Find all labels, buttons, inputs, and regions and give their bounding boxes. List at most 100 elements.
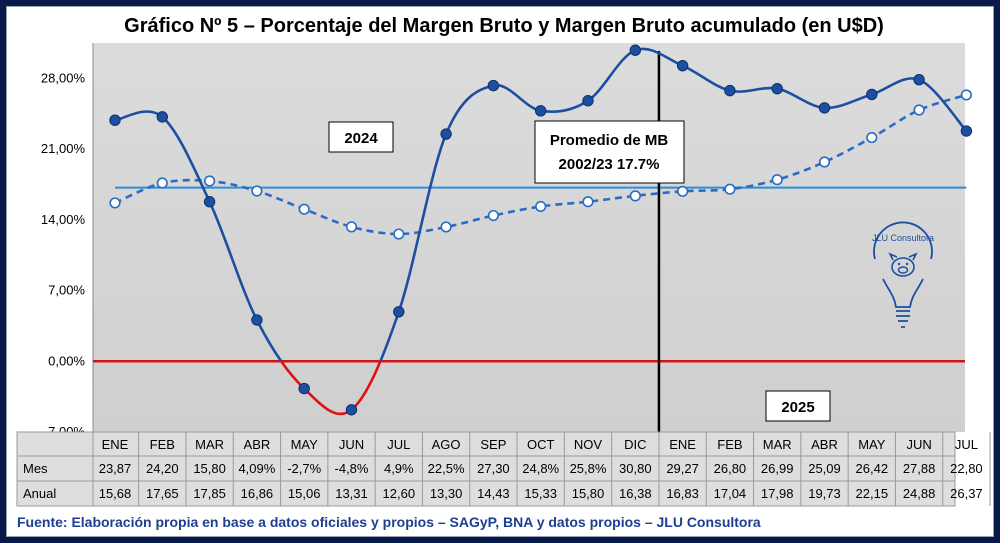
table-cell: 15,80 — [572, 486, 605, 501]
x-category-label: JUL — [387, 437, 410, 452]
mes-point — [156, 111, 169, 123]
source-note: Fuente: Elaboración propia en base a dat… — [17, 514, 761, 530]
mes-point — [960, 125, 973, 137]
table-cell: 26,42 — [856, 461, 889, 476]
table-cell: -2,7% — [287, 461, 321, 476]
anual-point — [440, 221, 452, 233]
mes-point — [913, 74, 925, 86]
anual-point — [251, 185, 263, 197]
data-table: ENE FEB MAR ABR MAY JUN JUL AGO SEP OCT NOV DIC ENE F… — [16, 431, 991, 507]
table-cell: 4,9% — [384, 461, 414, 476]
anual-point — [818, 156, 831, 168]
y-axis-ticks: 28,00%21,00%14,00%7,00%0,00%-7,00% — [41, 71, 86, 440]
x-category-label: MAY — [858, 437, 886, 452]
table-cell: 23,87 — [99, 461, 132, 476]
annotation-2025: 2025 — [781, 399, 814, 416]
x-category-label: ENE — [102, 437, 129, 452]
x-category-label: DIC — [624, 437, 646, 452]
mes-point — [535, 105, 547, 117]
x-category-label: SEP — [480, 437, 506, 452]
mes-point — [203, 196, 216, 208]
anual-point — [298, 203, 310, 215]
annotation-avg-line2: 2002/23 17.7% — [559, 156, 660, 173]
table-cell: 26,80 — [714, 461, 747, 476]
x-category-label: AGO — [432, 437, 461, 452]
table-cell: 24,88 — [903, 486, 936, 501]
x-category-label: FEB — [150, 437, 175, 452]
x-category-label: ABR — [244, 437, 271, 452]
table-cell: 22,15 — [856, 486, 889, 501]
y-tick-label: 21,00% — [41, 141, 86, 156]
series-points-anual — [109, 89, 973, 240]
anual-point — [109, 197, 121, 209]
table-cell: 17,65 — [146, 486, 179, 501]
table-background — [16, 431, 956, 507]
x-category-label: MAR — [195, 437, 224, 452]
series-points-mes — [109, 44, 973, 416]
y-tick-label: 7,00% — [48, 283, 85, 298]
mes-point — [298, 382, 310, 395]
mes-point — [771, 83, 783, 95]
table-cell: 12,60 — [383, 486, 416, 501]
mes-point — [582, 95, 594, 107]
anual-point — [156, 177, 168, 189]
anual-point — [960, 89, 973, 101]
table-row-label: Mes — [23, 461, 48, 476]
table-cell: 15,06 — [288, 486, 321, 501]
table-cell: 22,5% — [428, 461, 465, 476]
anual-point — [393, 228, 405, 240]
table-cell: 25,09 — [808, 461, 841, 476]
table-cell: 16,86 — [241, 486, 274, 501]
annotation-avg-line1: Promedio de MB — [550, 132, 669, 149]
table-cell: 30,80 — [619, 461, 652, 476]
x-category-label: JUN — [906, 437, 931, 452]
annotation-avg-box: Promedio de MB 2002/23 17.7% — [534, 120, 685, 184]
x-category-label: FEB — [717, 437, 742, 452]
y-tick-label: 14,00% — [41, 212, 86, 227]
table-cell: 17,85 — [193, 486, 226, 501]
anual-point — [487, 209, 500, 222]
mes-point — [109, 114, 121, 126]
table-cell: 17,98 — [761, 486, 794, 501]
x-category-label: MAY — [291, 437, 319, 452]
logo-text: JLU Consultora — [872, 233, 934, 243]
mes-point — [866, 88, 878, 101]
table-cell: 27,88 — [903, 461, 936, 476]
table-cell: 17,04 — [714, 486, 747, 501]
x-category-label: OCT — [527, 437, 555, 452]
chart-title: Gráfico Nº 5 – Porcentaje del Margen Bru… — [124, 15, 884, 37]
table-cell: 26,37 — [950, 486, 983, 501]
table-cell: 22,80 — [950, 461, 983, 476]
mes-point — [629, 44, 641, 56]
table-cell: 16,83 — [666, 486, 699, 501]
x-category-label: JUL — [955, 437, 978, 452]
table-cell: 25,8% — [570, 461, 607, 476]
anual-point — [345, 221, 358, 233]
mes-point — [440, 128, 452, 140]
table-cell: 14,43 — [477, 486, 510, 501]
chart-frame: Gráfico Nº 5 – Porcentaje del Margen Bru… — [6, 6, 994, 537]
mes-point — [345, 404, 358, 416]
mes-point — [251, 314, 263, 326]
y-tick-label: 28,00% — [41, 71, 86, 86]
table-cell: 15,68 — [99, 486, 132, 501]
chart-svg: Gráfico Nº 5 – Porcentaje del Margen Bru… — [16, 15, 991, 530]
table-cell: 15,80 — [193, 461, 226, 476]
y-tick-label: 0,00% — [48, 353, 85, 368]
table-cell: 19,73 — [808, 486, 841, 501]
table-cell: -4,8% — [335, 461, 369, 476]
mes-point — [818, 102, 831, 114]
annotation-2025-box: 2025 — [765, 390, 831, 422]
x-category-label: JUN — [339, 437, 364, 452]
anual-point — [676, 185, 689, 197]
table-row-label: Anual — [23, 486, 56, 501]
annotation-2024: 2024 — [344, 130, 378, 147]
table-cell: 13,31 — [335, 486, 368, 501]
annotation-2024-box: 2024 — [328, 121, 394, 153]
table-cell: 24,8% — [522, 461, 559, 476]
anual-point — [629, 190, 641, 202]
table-cell: 24,20 — [146, 461, 179, 476]
anual-point — [582, 196, 594, 208]
table-cell: 4,09% — [238, 461, 275, 476]
anual-point — [724, 183, 736, 195]
